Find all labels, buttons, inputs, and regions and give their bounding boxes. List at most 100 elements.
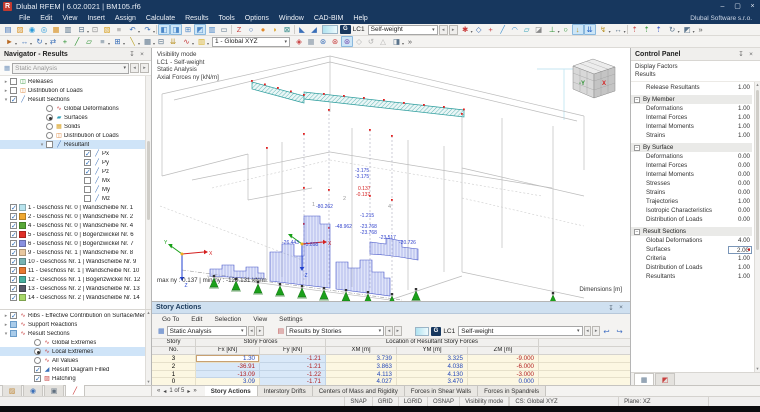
tree-item[interactable]: 14 - Geschoss Nr. 2 | Wandscheibe Nr. 14 [0, 293, 151, 302]
tree-item[interactable]: ▾ ╱ Result Sections [0, 95, 151, 104]
tree-checkbox[interactable] [84, 168, 91, 176]
display-factor-row[interactable]: − Stresses 0.00 ◄ [631, 179, 752, 188]
results-mode-combo[interactable]: Results by Stories ▾ [286, 326, 385, 336]
pin-icon[interactable]: ↧ [738, 51, 744, 58]
tree-checkbox[interactable] [10, 330, 17, 337]
display-factor-row[interactable]: − Strains 0.00 ◄ [631, 188, 752, 197]
zm-cell[interactable]: -6.000 [468, 362, 539, 371]
tree-lower-scrollbar[interactable]: ▲ ▼ [145, 310, 151, 385]
insert-member-icon[interactable]: ╱ [74, 37, 80, 46]
redo-icon[interactable]: ↷ [140, 24, 155, 35]
tree-checkbox[interactable] [34, 366, 41, 374]
comments-icon[interactable]: ◗ [272, 25, 278, 34]
tree-item[interactable]: ╱ Px [0, 149, 151, 158]
undo-icon[interactable]: ↶ [125, 24, 140, 35]
dlubal-center-icon[interactable]: ◉ [28, 25, 36, 34]
factor-value[interactable]: 1.00 [737, 264, 750, 271]
fx-cell[interactable]: -13.09 [196, 370, 260, 379]
new-node-icon[interactable]: + [488, 25, 493, 34]
display-factor-row[interactable]: − Distribution of Loads 1.00 ◄ [631, 263, 752, 272]
tree-item[interactable]: ▸ ∿ Ribs - Effective Contribution on Sur… [0, 311, 151, 320]
tree-checkbox[interactable] [10, 96, 17, 104]
result-table-tab[interactable]: Interstory Drifts [257, 386, 313, 396]
tree-item[interactable]: 4 - Geschoss Nr. 0 | Wandscheibe Nr. 4 [0, 221, 151, 230]
tree-item[interactable]: ╱ My [0, 185, 151, 194]
tree-item[interactable]: 9 - Geschoss Nr. 1 | Wandscheibe Nr. 8 [0, 248, 151, 257]
lgrid-toggle[interactable]: LGRID [397, 397, 427, 406]
tree-item[interactable]: ∿ All Values [0, 356, 151, 365]
column-header-fy[interactable]: Fy [kN] [260, 347, 326, 355]
tree-checkbox[interactable] [46, 114, 53, 121]
tree-item[interactable]: ▸ ∿ Support Reactions [0, 320, 151, 329]
factor-value[interactable]: 0.00 [737, 180, 750, 187]
insert-node-icon[interactable]: + [62, 37, 68, 46]
tree-checkbox[interactable] [46, 105, 53, 112]
factor-value[interactable]: 0.00 [737, 162, 750, 169]
tree-item[interactable]: ∿ Global Extremes [0, 338, 151, 347]
fy-cell[interactable]: -1.71 [260, 378, 326, 385]
display-factor-row[interactable]: − Internal Forces 1.00 ◄ [631, 113, 752, 122]
menu-item[interactable]: Insert [87, 15, 105, 22]
table-row[interactable]: 0 3.09 -1.71 4.027 3.470 0.000 [152, 378, 630, 385]
story-menu-item[interactable]: Edit [191, 315, 203, 323]
member-load-icon[interactable]: ⇊ [583, 24, 596, 35]
visibility-mode-status[interactable]: Visibility mode [459, 397, 508, 406]
tree-item[interactable]: ∿ Global Deformations [0, 104, 151, 113]
load-generator-icon[interactable]: ↯ [596, 24, 611, 35]
tree-item[interactable]: 11 - Geschoss Nr. 1 | Wandscheibe Nr. 10 [0, 266, 151, 275]
scroll-up-icon[interactable]: ▲ [755, 82, 760, 87]
tree-item[interactable]: 1 - Geschoss Nr. 0 | Wandscheibe Nr. 1 [0, 203, 151, 212]
move-y-icon[interactable]: ⇡ [643, 25, 650, 34]
zoom-icon[interactable]: ○ [248, 25, 254, 34]
rendering-wheel-icon[interactable]: ⊛ [331, 37, 339, 46]
next-button[interactable]: ▸ [393, 326, 402, 336]
dimension-icon[interactable]: ↔ [611, 24, 625, 35]
tree-item[interactable]: ╱ Py [0, 158, 151, 167]
column-header-xm[interactable]: XM [m] [326, 347, 397, 355]
menu-item[interactable]: View [62, 15, 78, 22]
table-row[interactable]: 2 -36.91 -1.21 3.863 4.038 -6.000 [152, 362, 630, 371]
navigator-results-tab[interactable]: ╱ [65, 384, 85, 396]
fy-cell[interactable]: -1.21 [260, 362, 326, 371]
mesh-settings-icon[interactable]: ⊟ [157, 37, 165, 46]
display-factor-row[interactable]: − Criteria 1.00 ◄ [631, 254, 752, 263]
tree-item[interactable]: ▦ Solids [0, 122, 151, 131]
tree-checkbox[interactable] [34, 339, 41, 346]
menu-item[interactable]: CAD-BIM [313, 15, 344, 22]
display-factor-row[interactable]: − Internal Moments 1.00 ◄ [631, 122, 752, 131]
tree-scrollbar[interactable] [145, 76, 151, 309]
rotate-view-icon[interactable]: ↻ [665, 24, 680, 35]
tree-expander-icon[interactable]: ▾ [4, 96, 8, 103]
column-header-fx[interactable]: Fx [kN] [196, 347, 260, 355]
goto-table-icon[interactable]: ▦ [307, 37, 315, 46]
display-factor-row[interactable]: − Strains 1.00 ◄ [631, 131, 752, 140]
tree-checkbox[interactable] [34, 375, 41, 383]
guidelines-icon[interactable]: ╲ [125, 36, 140, 47]
tree-item[interactable]: ▸ ◫ Releases [0, 77, 151, 86]
close-button[interactable]: × [750, 3, 755, 10]
tree-item[interactable]: 6 - Geschoss Nr. 0 | Bogenzwickel Nr. 7 [0, 239, 151, 248]
tree-checkbox[interactable] [10, 78, 17, 85]
tree-checkbox[interactable] [10, 294, 17, 302]
prev-analysis-button[interactable]: ◂ [130, 63, 139, 73]
next-analysis-button[interactable]: ▸ [140, 63, 149, 73]
edit-pointer-icon[interactable]: ► [2, 36, 17, 47]
render-wireframe-icon[interactable]: Z [236, 25, 242, 34]
tree-checkbox[interactable] [10, 249, 17, 257]
save-icon[interactable]: ▥ [64, 25, 72, 34]
tree-checkbox[interactable] [10, 267, 17, 275]
tree-item[interactable]: 12 - Geschoss Nr. 1 | Bogenzwickel Nr. 1… [0, 275, 151, 284]
partial-view-icon[interactable]: ⊛ [341, 36, 353, 47]
edit-move-icon[interactable]: ↔ [17, 36, 32, 47]
tree-checkbox[interactable] [10, 312, 17, 320]
panel-display-factors-tab[interactable]: ▦ [634, 373, 654, 385]
display-factor-row[interactable]: − Deformations 0.00 ◄ [631, 152, 752, 161]
tree-item[interactable]: 13 - Geschoss Nr. 2 | Wandscheibe Nr. 13 [0, 284, 151, 293]
menu-item[interactable]: Calculate [145, 15, 176, 22]
xm-cell[interactable]: 3.863 [326, 362, 397, 371]
display-factor-row[interactable]: − Isotropic Characteristics 0.00 ◄ [631, 206, 752, 215]
toolbar-overflow-icon[interactable]: » [407, 37, 413, 46]
color-scale-icon[interactable]: ▥ [194, 36, 209, 47]
scroll-down-icon[interactable]: ▼ [146, 379, 151, 384]
model-viewport[interactable]: Visibility mode LC1 - Self-weight Static A… [152, 48, 630, 301]
